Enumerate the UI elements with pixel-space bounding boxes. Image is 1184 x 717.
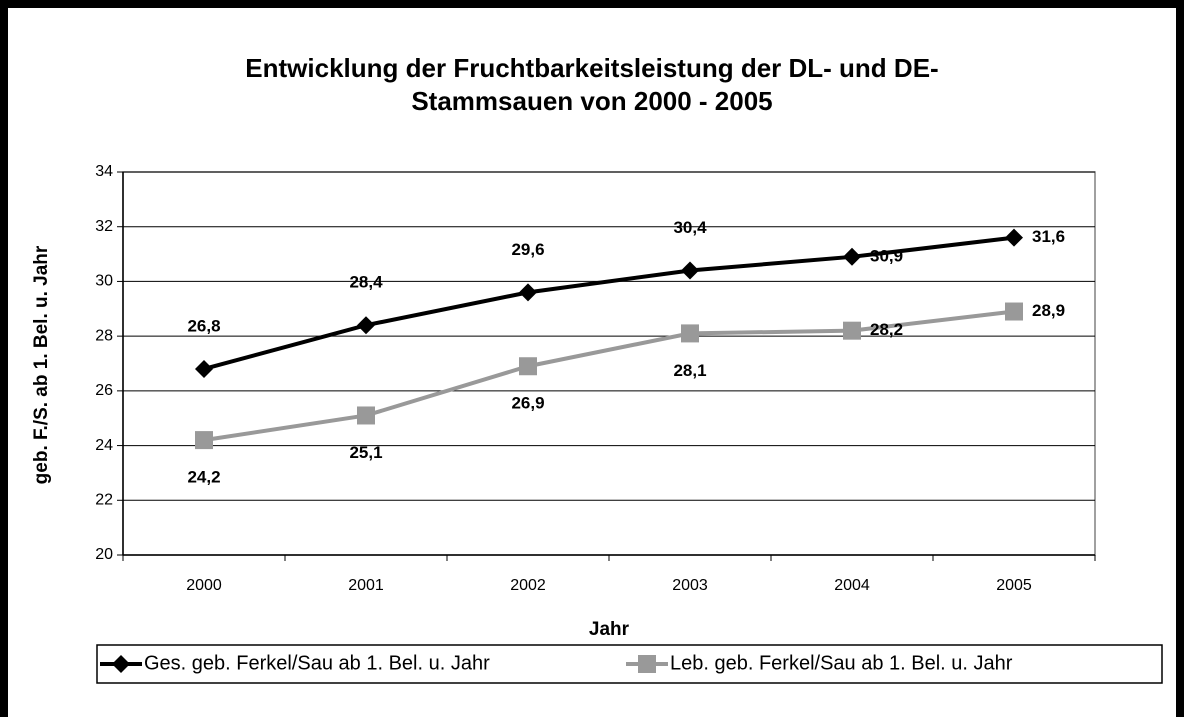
point <box>519 357 537 376</box>
point <box>195 359 213 378</box>
value-label: 25,1 <box>349 443 382 462</box>
value-label: 28,9 <box>1032 301 1065 320</box>
value-label: 30,9 <box>870 246 903 265</box>
point <box>681 324 699 343</box>
y-tick-label: 26 <box>95 382 113 399</box>
x-tick-label: 2000 <box>186 577 222 594</box>
y-tick-label: 30 <box>95 273 113 290</box>
value-label: 31,6 <box>1032 227 1065 246</box>
y-tick-label: 28 <box>95 327 113 344</box>
x-tick-label: 2004 <box>834 577 870 594</box>
value-label: 29,6 <box>511 240 544 259</box>
legend-label: Ges. geb. Ferkel/Sau ab 1. Bel. u. Jahr <box>144 652 490 674</box>
x-tick-label: 2003 <box>672 577 708 594</box>
value-label: 26,9 <box>511 394 544 413</box>
value-label: 28,2 <box>870 320 903 339</box>
point <box>681 261 699 280</box>
x-tick-label: 2002 <box>510 577 546 594</box>
plot-area <box>122 171 1096 556</box>
y-tick-label: 22 <box>95 492 113 509</box>
series-line <box>203 235 1015 371</box>
legend-label: Leb. geb. Ferkel/Sau ab 1. Bel. u. Jahr <box>670 652 1013 674</box>
y-axis-label: geb. F./S. ab 1. Bel. u. Jahr <box>31 245 52 484</box>
value-label: 30,4 <box>673 218 707 237</box>
chart-title: Entwicklung der Fruchtbarkeitsleistung d… <box>245 53 939 116</box>
x-tick-label: 2005 <box>996 577 1032 594</box>
value-label: 28,4 <box>349 273 383 292</box>
y-tick-label: 24 <box>95 437 113 454</box>
point <box>1005 302 1023 321</box>
point <box>1005 228 1023 247</box>
series-line <box>203 309 1015 443</box>
point <box>843 247 861 266</box>
value-label: 24,2 <box>187 468 220 487</box>
point <box>357 316 375 335</box>
y-tick-label: 34 <box>95 163 113 180</box>
value-label: 28,1 <box>673 361 706 380</box>
y-tick-label: 20 <box>95 546 113 563</box>
x-axis-label: Jahr <box>589 619 630 640</box>
point <box>519 283 537 302</box>
point <box>357 406 375 425</box>
x-tick-label: 2001 <box>348 577 384 594</box>
value-label: 26,8 <box>187 316 220 335</box>
point <box>843 321 861 340</box>
point <box>195 431 213 450</box>
legend-marker <box>638 655 656 673</box>
y-tick-label: 32 <box>95 218 113 235</box>
legend-marker <box>112 655 130 673</box>
